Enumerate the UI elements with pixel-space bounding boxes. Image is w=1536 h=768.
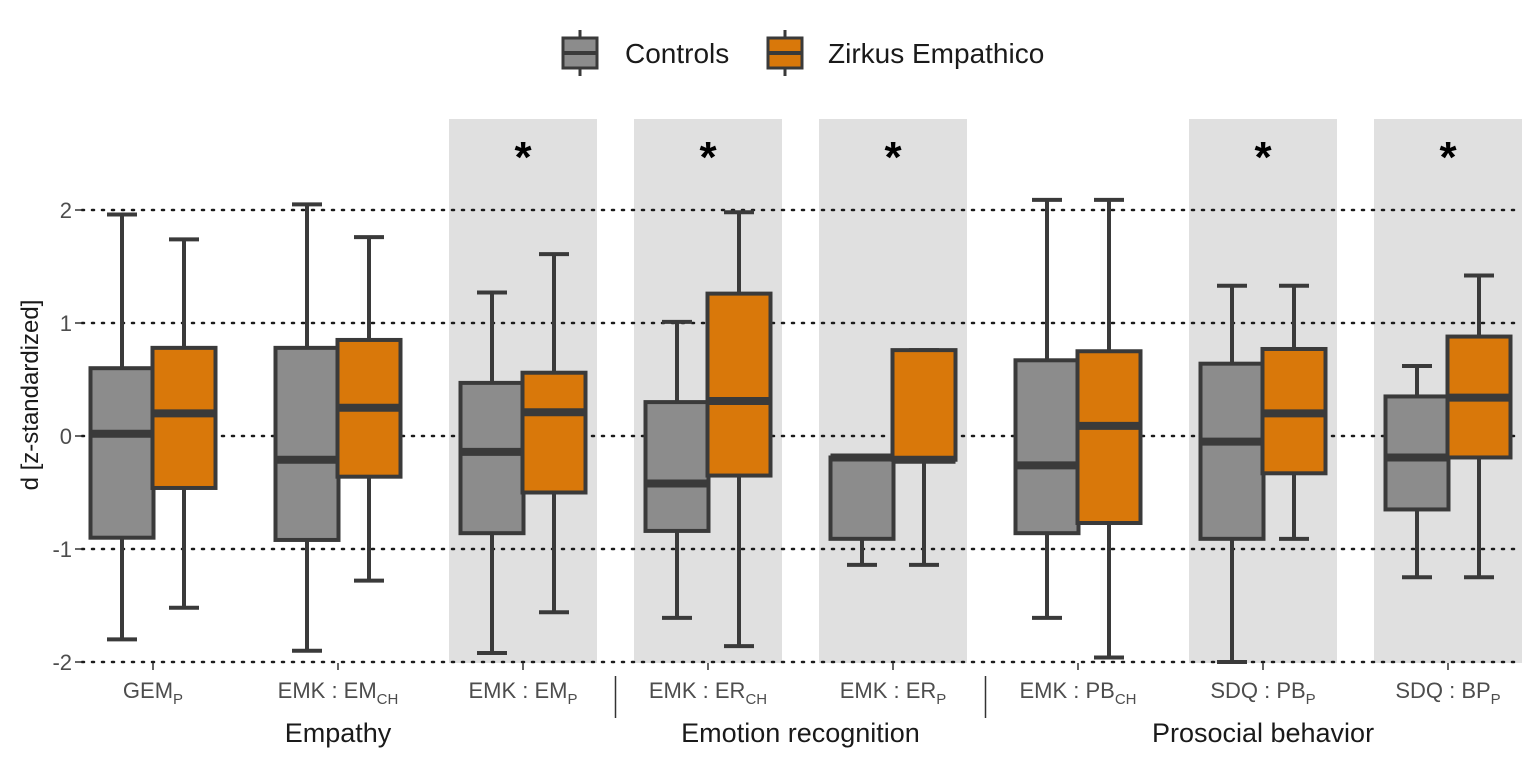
box-controls bbox=[828, 453, 896, 567]
significance-star: * bbox=[699, 133, 717, 182]
significance-star: * bbox=[514, 133, 532, 182]
y-axis-title: d [z-standardized] bbox=[17, 300, 44, 491]
boxes bbox=[88, 197, 1513, 664]
box-iqr bbox=[705, 291, 773, 478]
y-tick-label: 2 bbox=[60, 198, 72, 223]
x-tick-label-subscript: P bbox=[568, 691, 578, 708]
box-iqr bbox=[643, 400, 711, 533]
x-tick-label-subscript: P bbox=[173, 691, 183, 708]
legend-label: Zirkus Empathico bbox=[828, 38, 1044, 69]
x-tick-label: SDQ : PBP bbox=[1210, 678, 1315, 708]
box-iqr bbox=[1383, 394, 1451, 512]
x-tick-label-main: SDQ : PB bbox=[1210, 678, 1305, 703]
box-controls bbox=[88, 212, 156, 642]
legend-key: Controls bbox=[561, 30, 729, 76]
legend-key: Zirkus Empathico bbox=[766, 30, 1044, 76]
x-tick-label-main: EMK : PB bbox=[1019, 678, 1114, 703]
y-tick-label: 0 bbox=[60, 424, 72, 449]
y-tick-label: -1 bbox=[52, 537, 72, 562]
box-controls bbox=[1013, 197, 1081, 620]
x-tick-label-subscript: P bbox=[1306, 691, 1316, 708]
box-iqr bbox=[273, 345, 341, 542]
box-controls bbox=[1383, 363, 1451, 580]
x-tick-label: EMK : ERP bbox=[840, 678, 947, 708]
box-zirkus bbox=[1075, 197, 1143, 660]
significance-star: * bbox=[1254, 133, 1272, 182]
x-tick-label-subscript: P bbox=[936, 691, 946, 708]
legend: Controls Zirkus Empathico bbox=[561, 30, 1044, 76]
box-zirkus bbox=[520, 252, 588, 615]
x-tick-label: GEMP bbox=[123, 678, 183, 708]
box-zirkus bbox=[335, 235, 403, 583]
x-tick-label: EMK : EMP bbox=[468, 678, 577, 708]
box-iqr bbox=[520, 370, 588, 495]
group-label: Emotion recognition bbox=[681, 718, 920, 748]
group-label: Prosocial behavior bbox=[1152, 718, 1374, 748]
significance-star: * bbox=[1439, 133, 1457, 182]
x-tick-label-subscript: CH bbox=[377, 691, 399, 708]
x-tick-label-main: EMK : EM bbox=[278, 678, 377, 703]
x-tick-label-main: EMK : ER bbox=[649, 678, 746, 703]
box-iqr bbox=[150, 345, 218, 490]
box-iqr bbox=[458, 380, 526, 536]
box-zirkus bbox=[705, 210, 773, 649]
box-iqr bbox=[1013, 358, 1081, 536]
significance-markers: * * * * * bbox=[514, 133, 1457, 182]
box-iqr bbox=[1198, 361, 1266, 541]
x-tick-label: EMK : EMCH bbox=[278, 678, 399, 708]
box-iqr bbox=[828, 455, 896, 541]
significance-star: * bbox=[884, 133, 902, 182]
x-tick-label-main: GEM bbox=[123, 678, 173, 703]
group-label: Empathy bbox=[285, 718, 392, 748]
x-tick-label-main: SDQ : BP bbox=[1395, 678, 1490, 703]
box-iqr bbox=[1075, 349, 1143, 526]
y-tick-label: -2 bbox=[52, 650, 72, 675]
x-tick-label: EMK : PBCH bbox=[1019, 678, 1136, 708]
box-controls bbox=[273, 202, 341, 653]
y-tick-label: 1 bbox=[60, 311, 72, 336]
x-tick-label-main: EMK : EM bbox=[468, 678, 567, 703]
significance-highlights bbox=[449, 119, 1522, 663]
x-tick-label-main: EMK : ER bbox=[840, 678, 937, 703]
x-tick-label: SDQ : BPP bbox=[1395, 678, 1500, 708]
box-iqr bbox=[890, 348, 958, 462]
x-tick-label-subscript: CH bbox=[745, 691, 767, 708]
box-zirkus bbox=[1445, 273, 1513, 580]
box-zirkus bbox=[150, 237, 218, 610]
box-iqr bbox=[88, 366, 156, 540]
box-zirkus bbox=[1260, 283, 1328, 541]
x-tick-label-subscript: CH bbox=[1115, 691, 1137, 708]
x-tick-label: EMK : ERCH bbox=[649, 678, 767, 708]
legend-label: Controls bbox=[625, 38, 729, 69]
x-tick-label-subscript: P bbox=[1491, 691, 1501, 708]
box-zirkus bbox=[890, 348, 958, 567]
